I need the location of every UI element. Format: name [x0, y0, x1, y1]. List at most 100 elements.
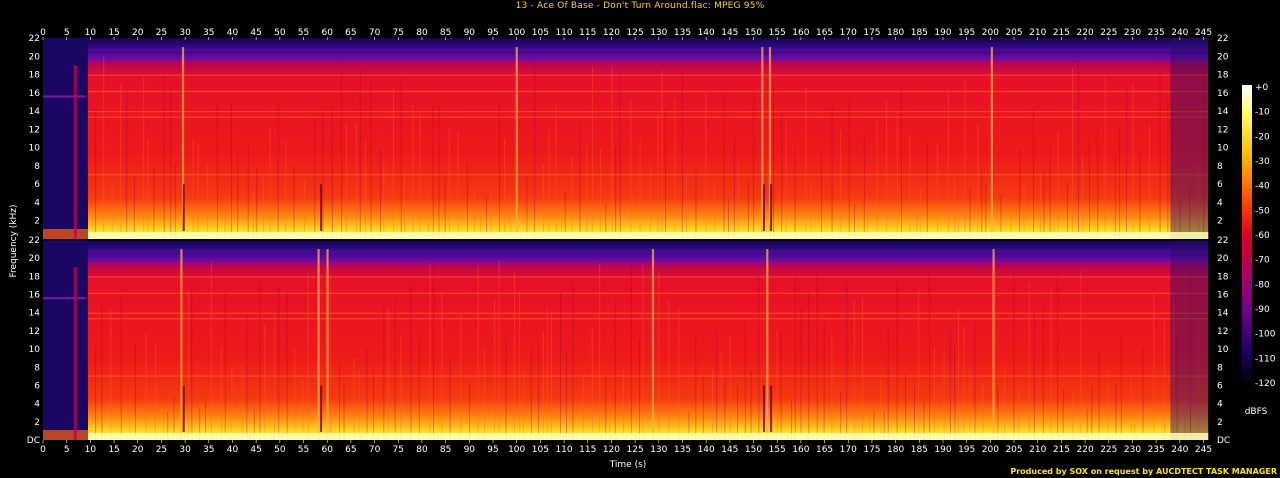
transient-streak	[231, 102, 233, 239]
transient-streak	[900, 88, 902, 240]
energy-dip	[770, 385, 773, 432]
x-tick-label-top: 105	[532, 28, 549, 38]
y-tick-label-left: 14	[29, 107, 41, 117]
transient-streak	[933, 347, 935, 440]
intro-region	[43, 38, 88, 239]
x-tick-label-top: 100	[508, 28, 525, 38]
transient-streak	[1198, 165, 1200, 239]
transient-streak	[241, 364, 243, 440]
transient-streak	[1134, 405, 1136, 440]
transient-streak	[519, 292, 521, 440]
x-tick-label-bottom: 135	[674, 445, 691, 455]
transient-streak	[913, 386, 915, 440]
transient-streak	[530, 347, 532, 440]
x-tick-label-bottom: 5	[64, 445, 70, 455]
intro-transient	[73, 267, 77, 440]
transient-streak	[1040, 175, 1042, 239]
transient-streak	[840, 391, 842, 440]
outro-fade	[1170, 240, 1209, 440]
transient-streak	[1028, 282, 1030, 440]
transient-streak	[705, 91, 707, 239]
x-tick-label-top: 90	[464, 28, 476, 38]
transient-streak	[95, 346, 97, 440]
transient-streak	[1115, 384, 1117, 440]
x-tick-label-top: 50	[274, 28, 286, 38]
energy-dip	[763, 184, 765, 231]
transient-streak	[686, 176, 688, 239]
transient-streak	[473, 190, 475, 239]
chart-title: 13 - Ace Of Base - Don't Turn Around.fla…	[515, 1, 765, 11]
transient-streak	[326, 249, 329, 440]
transient-streak	[339, 367, 341, 440]
transient-streak	[943, 350, 945, 440]
transient-streak	[170, 84, 172, 239]
x-tick-label-bottom: 205	[1005, 445, 1022, 455]
transient-streak	[1004, 365, 1006, 440]
transient-streak	[964, 77, 966, 239]
transient-streak	[674, 98, 676, 239]
transient-streak	[614, 301, 616, 440]
transient-streak	[591, 328, 593, 440]
transient-streak	[896, 281, 898, 440]
x-tick-label-top: 40	[227, 28, 239, 38]
transient-streak	[418, 340, 420, 440]
y-tick-label-right: 20	[1217, 254, 1229, 264]
transient-streak	[880, 380, 882, 440]
x-tick-label-bottom: 215	[1053, 445, 1070, 455]
intro-region	[43, 240, 88, 440]
transient-streak	[681, 73, 683, 239]
transient-streak	[110, 309, 112, 440]
x-tick-label-top: 185	[911, 28, 928, 38]
transient-streak	[805, 87, 807, 239]
transient-streak	[713, 180, 715, 239]
energy-dip	[770, 184, 773, 231]
transient-streak	[1081, 155, 1083, 239]
transient-streak	[963, 326, 965, 440]
transient-streak	[129, 397, 131, 440]
transient-streak	[427, 191, 429, 239]
transient-streak	[432, 106, 434, 239]
transient-streak	[534, 60, 536, 239]
x-tick-label-bottom: 10	[85, 445, 97, 455]
x-tick-label-bottom: 210	[1029, 445, 1046, 455]
colorbar-tick-label: -50	[1255, 206, 1270, 216]
transient-streak	[651, 249, 655, 440]
transient-streak	[449, 357, 451, 440]
transient-streak	[101, 301, 103, 440]
transient-streak	[111, 184, 113, 239]
x-tick-label-bottom: 85	[440, 445, 451, 455]
x-tick-label-bottom: 45	[250, 445, 261, 455]
transient-streak	[1179, 201, 1181, 239]
colorbar-tick-label: -20	[1255, 132, 1270, 142]
transient-streak	[560, 292, 562, 440]
harmonic-band	[88, 116, 1209, 118]
transient-streak	[341, 56, 343, 239]
transient-streak	[977, 123, 979, 239]
transient-streak	[412, 105, 414, 239]
transient-streak	[103, 56, 105, 239]
transient-streak	[695, 336, 697, 440]
transient-streak	[167, 411, 169, 440]
x-tick-label-bottom: 165	[816, 445, 833, 455]
transient-streak	[457, 131, 459, 239]
transient-streak	[790, 400, 792, 440]
transient-streak	[145, 333, 147, 440]
transient-streak	[466, 161, 468, 239]
harmonic-band	[88, 375, 1209, 377]
x-tick-label-bottom: 225	[1100, 445, 1117, 455]
x-axis-label: Time (s)	[609, 460, 647, 470]
transient-streak	[1114, 155, 1116, 239]
transient-streak	[498, 102, 500, 239]
transient-streak	[173, 395, 175, 440]
transient-streak	[794, 276, 796, 440]
transient-streak	[302, 378, 304, 440]
transient-streak	[565, 352, 567, 440]
transient-streak	[419, 109, 421, 239]
harmonic-band	[88, 74, 1209, 76]
transient-streak	[780, 332, 782, 440]
transient-streak	[564, 191, 566, 239]
colorbar-tick-label: -100	[1255, 330, 1276, 340]
transient-streak	[623, 369, 625, 440]
transient-streak	[490, 192, 492, 239]
transient-streak	[873, 410, 875, 440]
